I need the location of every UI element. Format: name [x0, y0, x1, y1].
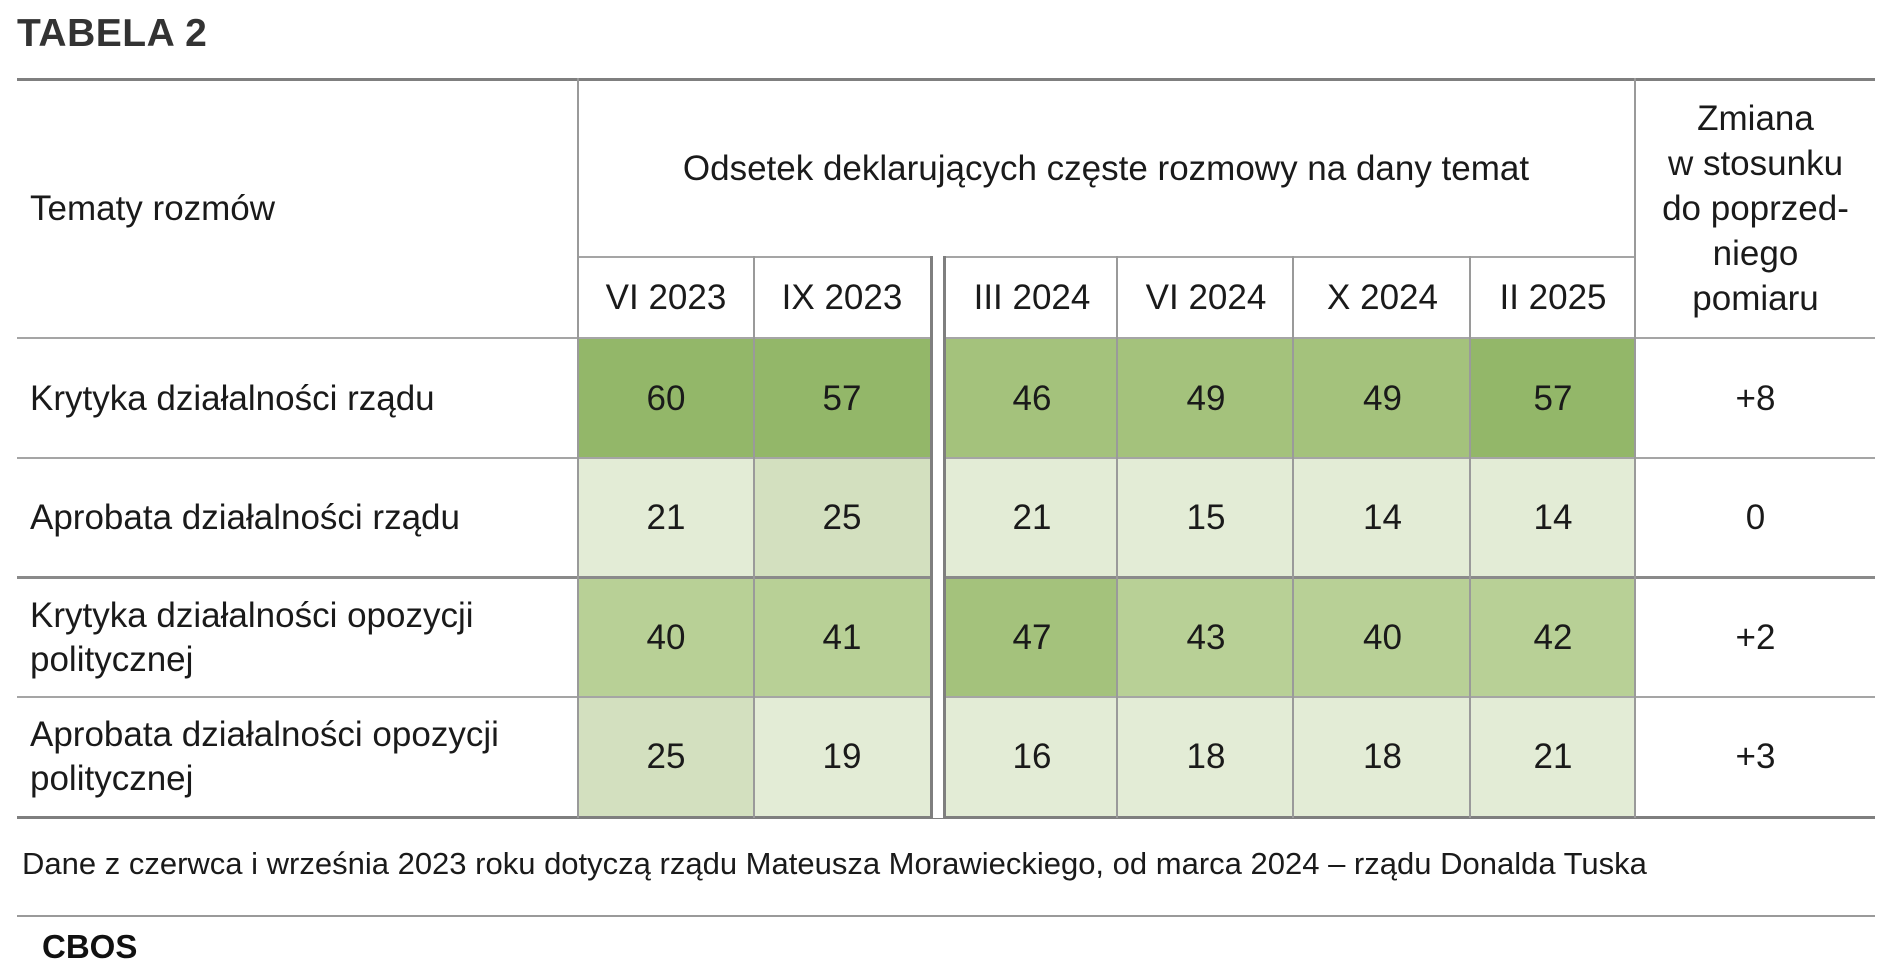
data-cell: 21 [946, 458, 1118, 577]
data-cell: 40 [1294, 578, 1471, 697]
column-header: VI 2024 [1145, 277, 1267, 317]
change-cell: +8 [1735, 378, 1776, 418]
data-cell: 18 [1118, 697, 1294, 816]
column-header: VI 2023 [605, 277, 727, 317]
data-cell: 25 [754, 458, 930, 577]
group-header: Odsetek deklarujących częste rozmowy na … [682, 148, 1530, 188]
data-cell: 40 [578, 578, 754, 697]
data-cell: 46 [946, 339, 1118, 458]
data-cell: 43 [1118, 578, 1294, 697]
row-label: Krytyka działalności opozycji polityczne… [30, 595, 474, 679]
data-cell: 41 [754, 578, 930, 697]
column-divider [1469, 256, 1471, 818]
column-header: X 2024 [1327, 277, 1438, 317]
column-divider [577, 78, 579, 818]
header-bottom-rule [17, 337, 1875, 339]
top-rule [17, 78, 1875, 81]
table-note: Dane z czerwca i września 2023 roku doty… [22, 846, 1647, 881]
data-table: Tematy rozmów Odsetek deklarujących częs… [17, 78, 1875, 819]
change-cell: +3 [1735, 736, 1776, 776]
table-title: TABELA 2 [17, 12, 208, 55]
data-cell: 15 [1118, 458, 1294, 577]
data-cell: 60 [578, 339, 754, 458]
period-separator-line [930, 256, 933, 818]
change-header: Zmiana w stosunku do poprzed- niego pomi… [1662, 99, 1849, 318]
column-divider [1292, 256, 1294, 818]
bottom-rule [17, 816, 1875, 819]
data-cell: 14 [1471, 458, 1635, 577]
header-divider [578, 256, 1634, 258]
data-cell: 14 [1294, 458, 1471, 577]
column-divider [1634, 78, 1636, 818]
data-cell: 49 [1118, 339, 1294, 458]
data-cell: 49 [1294, 339, 1471, 458]
change-cell: +2 [1735, 617, 1776, 657]
row-label: Aprobata działalności rządu [30, 497, 460, 537]
row-label: Aprobata działalności opozycji polityczn… [30, 714, 499, 798]
data-cell: 47 [946, 578, 1118, 697]
period-separator [930, 256, 946, 818]
column-header: II 2025 [1499, 277, 1607, 317]
data-cell: 21 [578, 458, 754, 577]
data-cell: 21 [1471, 697, 1635, 816]
row-divider [17, 457, 1875, 459]
column-divider [753, 256, 755, 818]
column-divider [1116, 256, 1118, 818]
source-label: CBOS [42, 928, 138, 965]
data-cell: 42 [1471, 578, 1635, 697]
data-cell: 25 [578, 697, 754, 816]
row-label: Krytyka działalności rządu [30, 378, 435, 418]
period-separator-line [943, 256, 946, 818]
column-header: III 2024 [973, 277, 1091, 317]
row-header: Tematy rozmów [30, 189, 276, 228]
data-cell: 18 [1294, 697, 1471, 816]
data-cell: 57 [754, 339, 930, 458]
column-header: IX 2023 [781, 277, 903, 317]
source-rule [17, 915, 1875, 917]
change-cell: 0 [1745, 497, 1766, 537]
data-cell: 19 [754, 697, 930, 816]
row-divider [17, 696, 1875, 698]
data-cell: 16 [946, 697, 1118, 816]
group-divider [17, 576, 1875, 579]
data-cell: 57 [1471, 339, 1635, 458]
